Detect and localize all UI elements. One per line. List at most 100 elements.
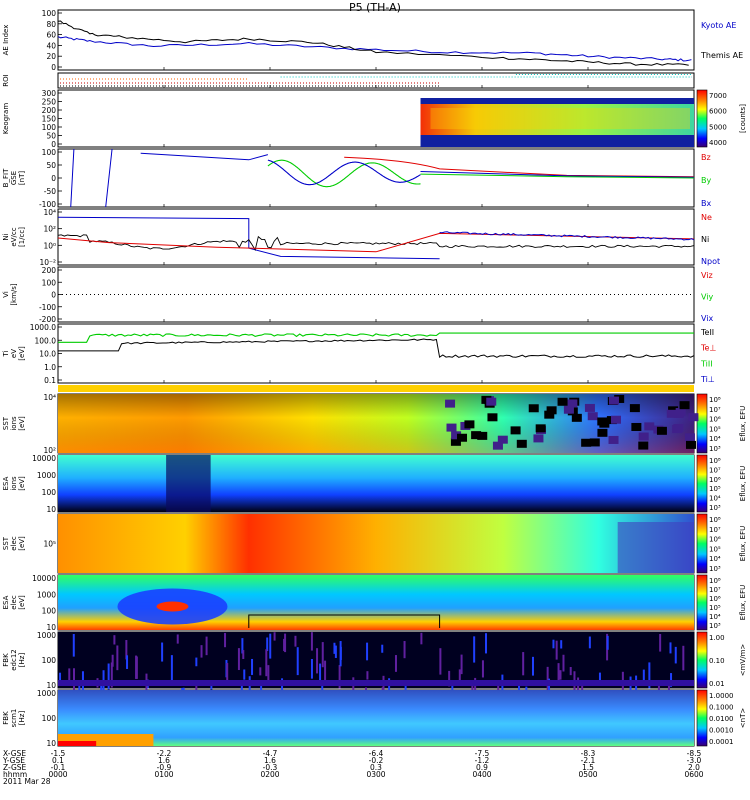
panel-ylabel: scm1 bbox=[10, 709, 18, 728]
y-tick-label: 10000 bbox=[32, 454, 56, 463]
spectrogram-cell bbox=[68, 668, 71, 684]
bz-line bbox=[344, 156, 695, 178]
legend-label: Bx bbox=[701, 199, 711, 208]
colorbar-tick-label: 10³ bbox=[709, 445, 721, 453]
spectrogram-cell bbox=[610, 415, 621, 424]
spectrogram-cell bbox=[59, 672, 62, 686]
spectrogram-cell bbox=[487, 413, 498, 422]
spectrogram-cell bbox=[669, 642, 672, 654]
spectrogram-cell bbox=[642, 669, 645, 683]
panel-ylabel: FBK bbox=[2, 653, 10, 667]
spectrogram-cell bbox=[577, 677, 580, 702]
legend-label: By bbox=[701, 176, 711, 185]
spectrogram-cell bbox=[629, 404, 640, 413]
colorbar-label: [counts] bbox=[739, 104, 747, 133]
y-tick-label: 1.0 bbox=[44, 363, 56, 372]
colorbar bbox=[696, 689, 708, 747]
spectrogram-cell bbox=[571, 413, 582, 422]
panel-ylabel: [eV] bbox=[18, 595, 26, 610]
panel-ylabel: ions bbox=[10, 416, 18, 431]
spectrogram-cell bbox=[241, 638, 244, 654]
spectrogram-cell bbox=[310, 658, 313, 679]
axis-row-label: Z-GSE bbox=[3, 763, 27, 772]
panel-ylabel: [Hz] bbox=[18, 653, 26, 668]
spectrogram-cell bbox=[471, 431, 482, 440]
spectrogram-cell bbox=[557, 397, 568, 406]
colorbar-tick-label: 10⁶ bbox=[709, 416, 721, 424]
spectrogram-cell bbox=[265, 649, 268, 677]
colorbar-tick-label: 4000 bbox=[709, 139, 727, 147]
spectrogram-cell bbox=[531, 656, 534, 676]
y-tick-label: -100 bbox=[39, 200, 56, 209]
bx-line bbox=[140, 152, 269, 161]
spectrogram-cell bbox=[259, 667, 262, 676]
x-tick-zgse: 2.0 bbox=[688, 763, 700, 772]
spectrogram-cell bbox=[608, 435, 619, 444]
spectrogram-cell bbox=[388, 678, 391, 699]
spectrogram-cell bbox=[672, 425, 683, 434]
colorbar-tick-label: 0.0010 bbox=[709, 727, 734, 735]
colorbar-label: <mV/m> bbox=[739, 644, 747, 677]
scpot-line bbox=[248, 614, 441, 628]
spectrogram-cell bbox=[267, 665, 270, 682]
spectrogram-cell bbox=[243, 669, 246, 680]
x-tick-xgse: -7.5 bbox=[475, 749, 490, 758]
spectrogram-cell bbox=[533, 434, 544, 443]
spectrogram-cell bbox=[72, 634, 75, 657]
y-tick-label: 1000 bbox=[37, 471, 56, 480]
colorbar-tick-label: 10⁷ bbox=[709, 466, 721, 474]
legend-label: TeII bbox=[700, 328, 714, 337]
spectrogram-band bbox=[617, 522, 694, 573]
spectrogram-cell bbox=[485, 633, 488, 654]
spectrogram-cell bbox=[242, 650, 245, 659]
spectrogram-cell bbox=[528, 404, 539, 413]
spectrogram-cell bbox=[597, 428, 608, 437]
colorbar-tick-label: 0.01 bbox=[709, 680, 725, 688]
x-tick-label: 0100 bbox=[154, 770, 173, 779]
panel-ylabel: [km/s] bbox=[10, 283, 18, 306]
y-tick-label: -200 bbox=[39, 315, 56, 324]
x-tick-zgse: -0.3 bbox=[263, 763, 278, 772]
spectrogram-cell bbox=[492, 441, 503, 450]
y-tick-label: 0.1 bbox=[44, 376, 56, 385]
x-tick-xgse: -4.7 bbox=[263, 749, 278, 758]
legend-label: Vix bbox=[701, 314, 714, 323]
spectrogram-cell bbox=[552, 639, 555, 649]
x-tick-ygse: -2.1 bbox=[581, 756, 596, 765]
y-tick-label: 200 bbox=[42, 106, 57, 115]
spectrogram-cell bbox=[366, 671, 369, 680]
spectrogram-cell bbox=[333, 642, 336, 654]
panel-ylabel: [Hz] bbox=[18, 711, 26, 726]
panel-ylabel: SST bbox=[2, 416, 10, 430]
colorbar-tick-label: 10⁴ bbox=[709, 555, 721, 563]
spectrogram-cell bbox=[135, 655, 138, 679]
keogram-core bbox=[430, 108, 690, 129]
spectrogram-cell bbox=[294, 635, 297, 647]
spectrogram-cell bbox=[107, 663, 110, 690]
y-tick-label: -100 bbox=[39, 303, 56, 312]
spectrogram-cell bbox=[555, 640, 558, 660]
spectrogram-cell bbox=[457, 433, 468, 442]
spectrogram-cell bbox=[644, 422, 655, 431]
y-tick-label: 100 bbox=[42, 278, 57, 287]
y-tick-label: 80 bbox=[46, 20, 56, 29]
spectrogram-cell bbox=[338, 665, 341, 689]
colorbar-tick-label: 10³ bbox=[709, 622, 721, 630]
spectrogram-cell bbox=[310, 632, 313, 651]
spectrogram-cell bbox=[486, 397, 497, 406]
spectrogram-cell bbox=[569, 667, 572, 676]
y-tick-label: 10 bbox=[46, 505, 56, 514]
spectrogram-cell bbox=[458, 669, 461, 683]
spectrogram-cell bbox=[200, 645, 203, 658]
spectrogram-cell bbox=[688, 413, 699, 422]
colorbar-label: Eflux, EFU bbox=[739, 466, 747, 501]
panel-ylabel: [nT] bbox=[18, 171, 26, 185]
spectrogram-band bbox=[58, 680, 694, 686]
spectrogram-cell bbox=[195, 657, 198, 667]
y-tick-label: 100 bbox=[42, 656, 57, 665]
colorbar-tick-label: 0.0001 bbox=[709, 738, 734, 746]
y-tick-label: 300 bbox=[42, 89, 57, 98]
panel-ylabel: GSE bbox=[10, 171, 18, 185]
spectrogram-cell bbox=[656, 426, 667, 435]
